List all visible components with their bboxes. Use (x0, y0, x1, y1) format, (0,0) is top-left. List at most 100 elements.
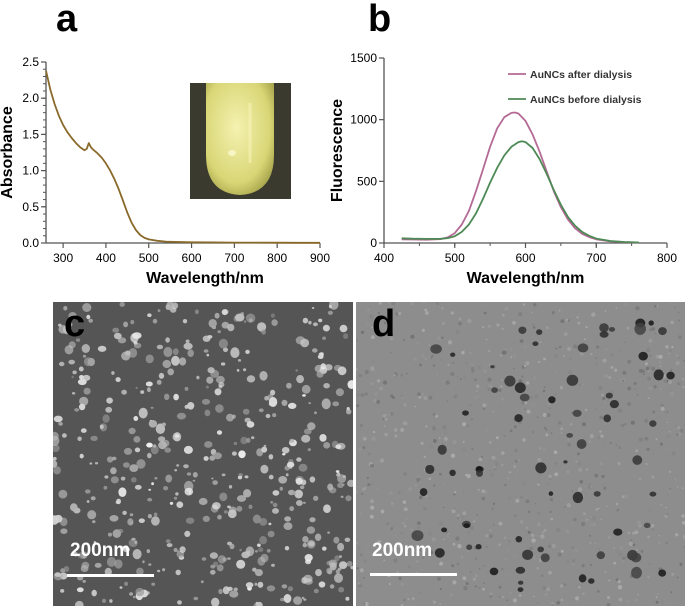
tem-grain (449, 593, 453, 597)
tem-particle (608, 327, 616, 332)
tem-particle (441, 527, 448, 533)
sem-particle (121, 389, 127, 395)
tem-grain (547, 544, 552, 548)
sem-particle (223, 510, 228, 514)
tem-grain (543, 357, 546, 361)
sem-particle (244, 475, 249, 479)
sem-particle (192, 472, 198, 478)
tem-grain (532, 434, 535, 438)
sem-particle (147, 514, 152, 519)
tem-grain (557, 552, 562, 557)
tem-grain (666, 411, 669, 413)
panel-label-a: a (56, 0, 78, 40)
tem-grain (428, 550, 433, 555)
tem-grain (665, 506, 667, 509)
sem-particle (314, 411, 317, 415)
tem-grain (599, 462, 603, 466)
tem-grain (668, 470, 672, 473)
tem-grain (384, 425, 389, 430)
tem-grain (571, 430, 573, 432)
sem-particle (146, 442, 153, 448)
sem-particle (198, 497, 208, 506)
sem-particle (261, 446, 268, 453)
sem-particle (179, 546, 186, 553)
tem-grain (408, 487, 412, 491)
tem-grain (682, 385, 685, 389)
sem-particle (296, 500, 303, 506)
tem-grain (471, 366, 475, 371)
sem-particle (264, 396, 269, 401)
tem-grain (543, 386, 546, 389)
tem-grain (412, 597, 415, 600)
tem-grain (357, 363, 359, 366)
tem-grain (425, 425, 428, 428)
sem-particle (74, 408, 80, 412)
tem-particle (537, 546, 544, 553)
sem-particle (270, 501, 274, 504)
tem-grain (455, 536, 460, 541)
sem-particle (152, 318, 158, 324)
tem-grain (537, 481, 541, 485)
tem-grain (562, 435, 566, 439)
sem-particle (238, 450, 246, 459)
tem-grain (541, 497, 544, 500)
tem-grain (602, 358, 607, 363)
tem-grain (622, 379, 625, 382)
tem-grain (410, 334, 415, 339)
sem-particle (322, 336, 326, 340)
tem-grain (638, 437, 643, 442)
sem-particle (227, 509, 237, 519)
sem-particle (324, 364, 333, 371)
tem-particle (576, 439, 587, 449)
tem-grain (369, 314, 374, 319)
sem-particle (279, 486, 283, 491)
sem-particle (112, 327, 120, 333)
tem-particle (631, 566, 642, 579)
tem-grain (378, 500, 380, 502)
tem-grain (451, 509, 456, 514)
tem-grain (525, 381, 530, 385)
sem-particle (221, 309, 228, 316)
tem-grain (554, 393, 557, 395)
tem-grain (556, 601, 560, 605)
tem-grain (560, 549, 564, 553)
sem-particle (243, 489, 252, 498)
sem-particle (206, 376, 214, 384)
sem-particle (281, 399, 288, 406)
sem-particle (79, 453, 84, 459)
sem-particle (284, 546, 290, 551)
tem-grain (578, 384, 581, 386)
series-line-1 (45, 70, 320, 244)
tem-grain (461, 555, 464, 558)
sem-particle (78, 366, 84, 372)
tem-scale-label: 200nm (372, 540, 433, 561)
tem-grain (668, 490, 671, 493)
sem-particle (228, 485, 233, 489)
tem-particle (599, 331, 609, 338)
sem-particle (123, 447, 133, 455)
tem-grain (489, 529, 492, 532)
tem-grain (539, 447, 541, 449)
tem-grain (469, 352, 472, 354)
sem-particle (214, 388, 222, 396)
tem-grain (678, 319, 681, 322)
sem-particle (257, 322, 267, 332)
sem-particle (289, 438, 295, 443)
sem-particle (82, 580, 86, 583)
tem-grain (650, 523, 655, 528)
sem-particle (110, 467, 117, 475)
sem-particle (270, 313, 275, 318)
sem-particle (53, 435, 60, 446)
tem-grain (398, 545, 401, 548)
sem-particle (104, 475, 109, 479)
sem-particle (230, 347, 240, 359)
tem-particle (566, 374, 579, 386)
sem-particle (216, 564, 224, 572)
tem-grain (514, 459, 518, 463)
tem-grain (360, 330, 365, 334)
tem-grain (668, 352, 670, 355)
tem-grain (603, 486, 607, 490)
tem-particle (643, 522, 651, 529)
tem-grain (669, 391, 675, 396)
tem-grain (668, 538, 671, 542)
